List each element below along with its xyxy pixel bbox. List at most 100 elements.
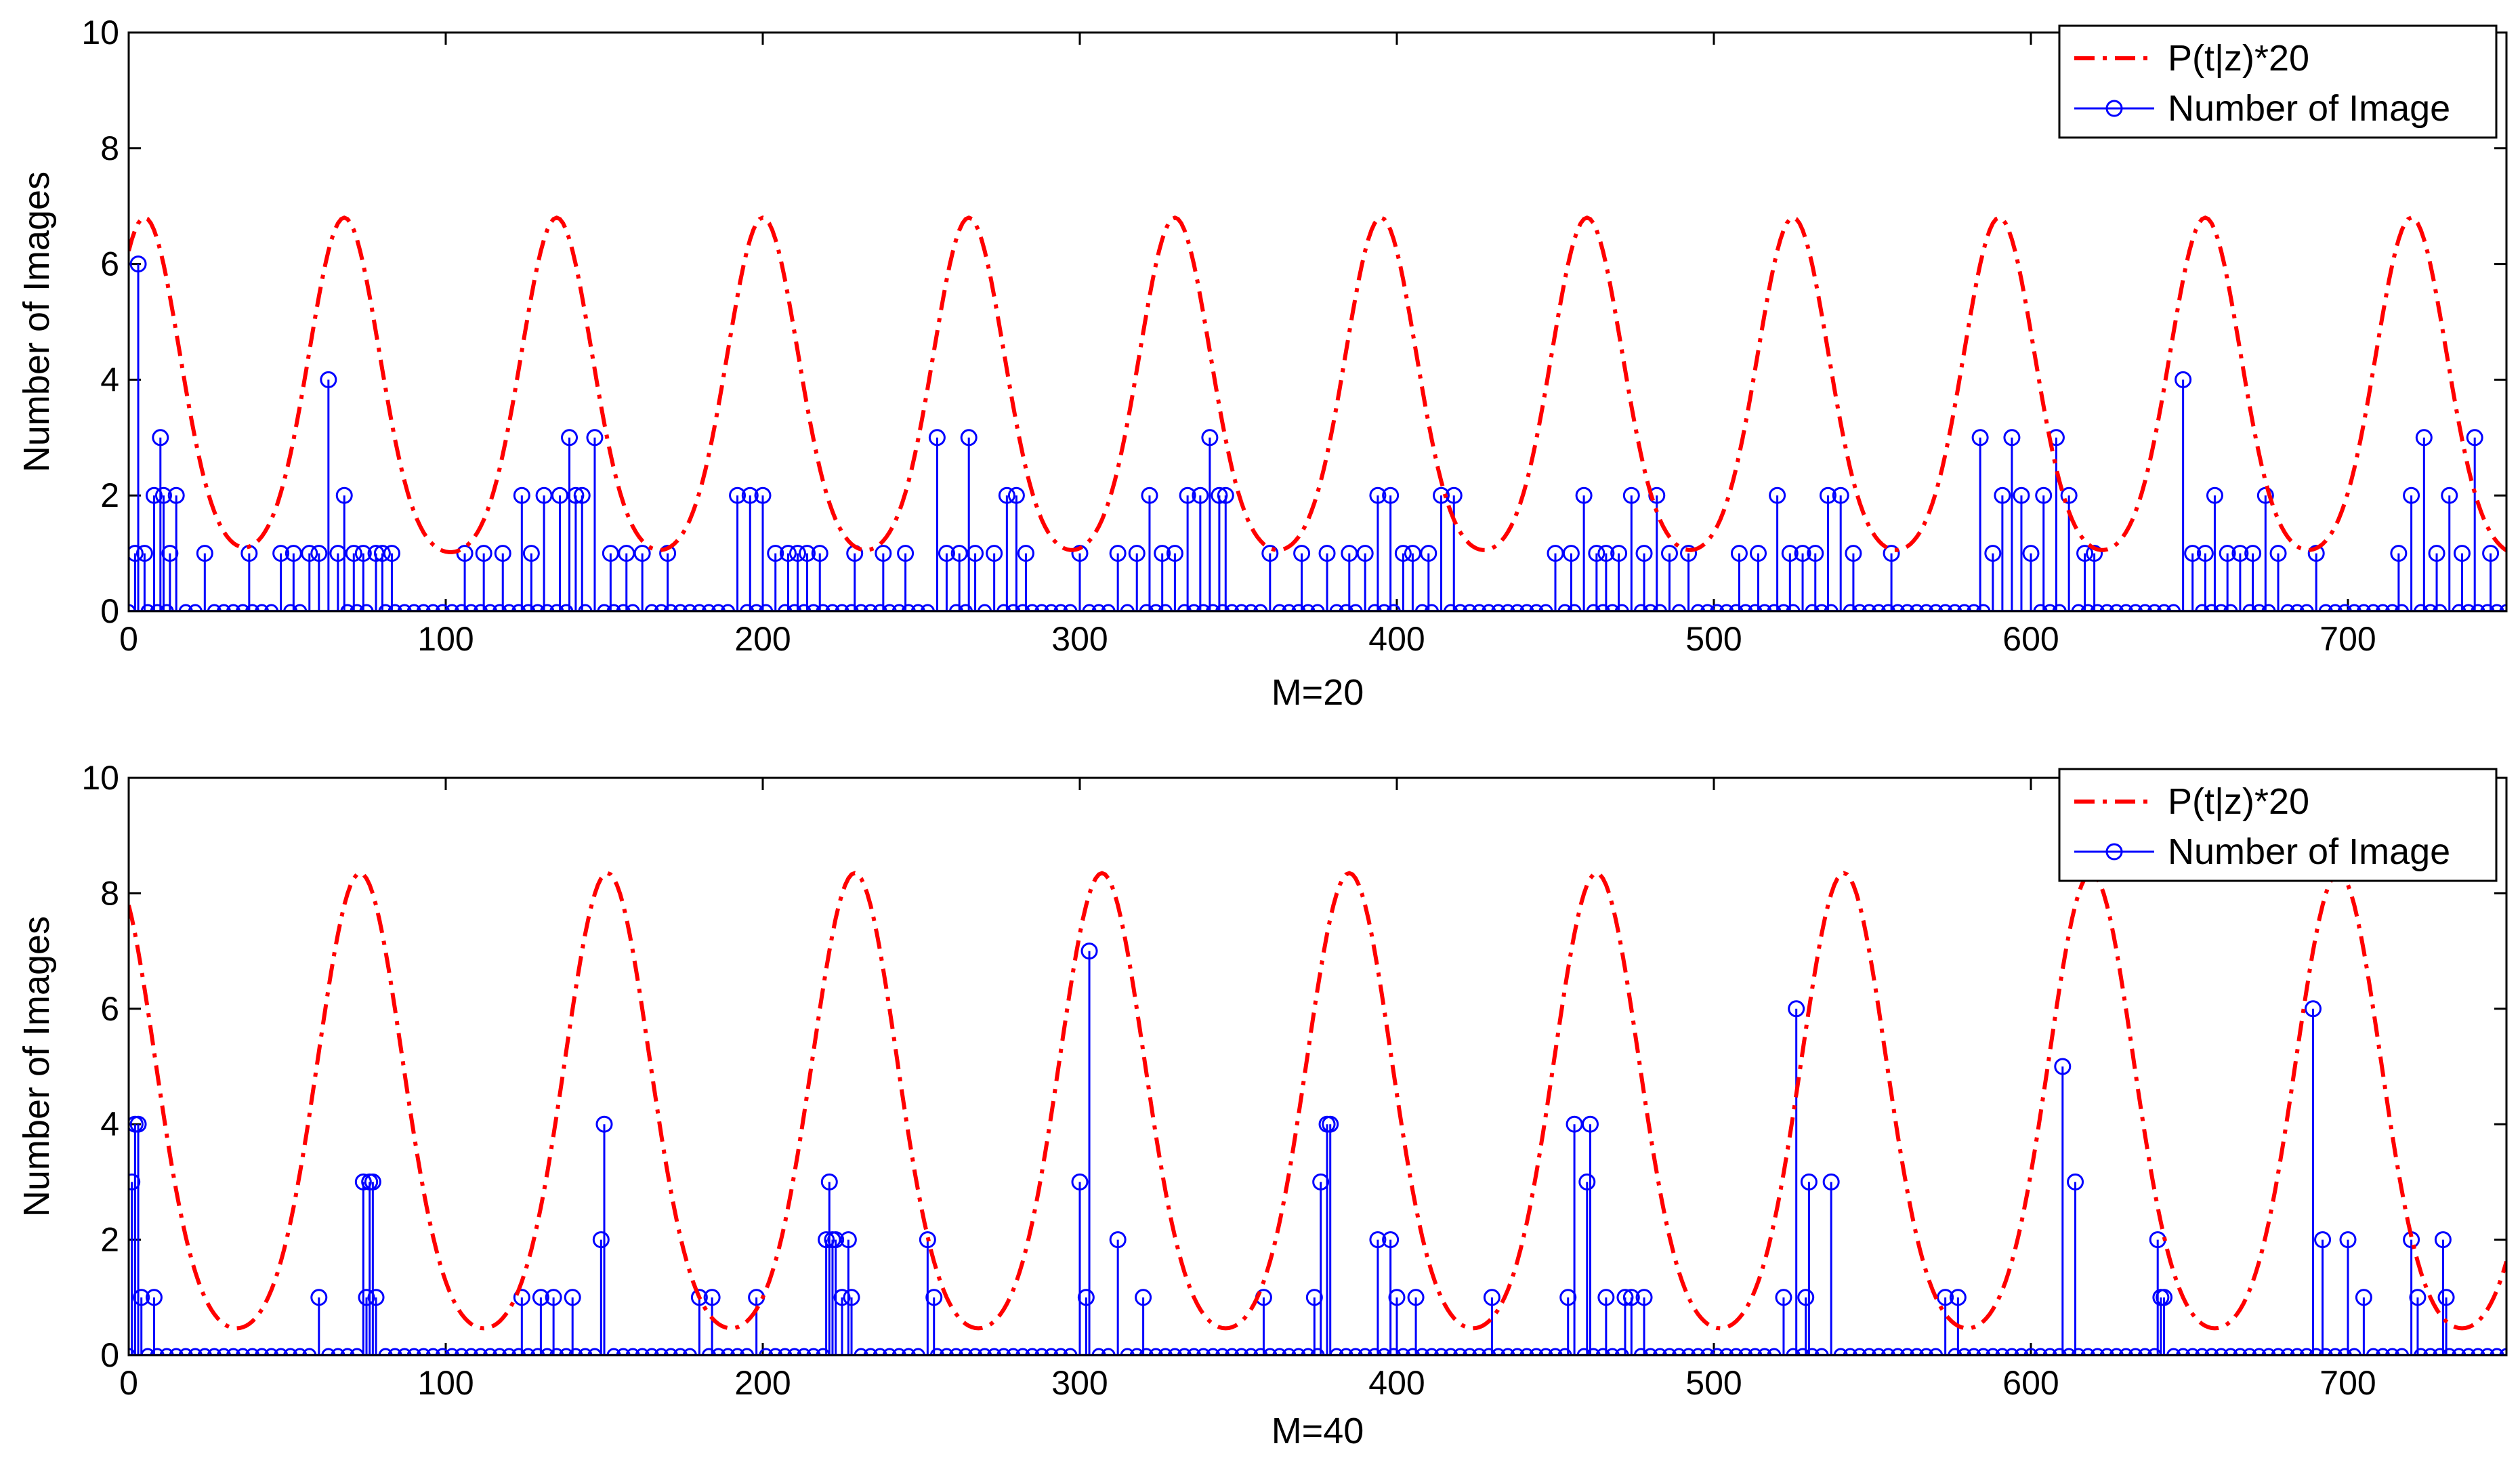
x-tick-label: 600 xyxy=(2002,1364,2059,1402)
stem-marker xyxy=(1949,1289,1967,1306)
stem-marker xyxy=(383,545,400,562)
stem-marker xyxy=(1635,545,1653,562)
zero-marker xyxy=(1101,604,1116,611)
zero-marker xyxy=(331,1348,345,1355)
zero-marker xyxy=(2452,1348,2466,1355)
zero-marker xyxy=(825,604,840,611)
zero-marker xyxy=(663,604,678,611)
zero-marker xyxy=(1025,604,1040,611)
zero-marker xyxy=(901,604,916,611)
zero-marker xyxy=(2071,604,2086,611)
zero-marker xyxy=(2461,1348,2476,1355)
zero-marker xyxy=(397,604,412,611)
zero-marker xyxy=(350,1348,364,1355)
zero-marker xyxy=(1548,1348,1563,1355)
zero-marker xyxy=(1719,604,1734,611)
zero-marker xyxy=(1034,604,1049,611)
zero-marker xyxy=(2337,604,2352,611)
zero-marker xyxy=(2242,604,2257,611)
stem-marker xyxy=(1141,486,1158,504)
zero-marker xyxy=(140,1348,155,1355)
zero-marker xyxy=(2099,604,2114,611)
zero-marker xyxy=(226,604,240,611)
stem-marker xyxy=(475,545,492,562)
zero-marker xyxy=(1044,604,1059,611)
stem-marker xyxy=(367,1289,385,1306)
stem-marker xyxy=(1680,545,1698,562)
zero-marker xyxy=(1881,604,1895,611)
zero-marker xyxy=(654,1348,669,1355)
zero-marker xyxy=(463,1348,478,1355)
stem-marker xyxy=(1388,1289,1406,1306)
legend-stem-label: Number of Image xyxy=(2168,831,2450,872)
stem-marker xyxy=(1201,429,1219,447)
zero-marker xyxy=(1082,604,1097,611)
stem-marker xyxy=(2219,545,2236,562)
stem-marker xyxy=(2054,1058,2072,1075)
x-tick-label: 100 xyxy=(417,620,474,658)
axes-frame xyxy=(127,776,2508,1356)
stem-marker xyxy=(1261,545,1279,562)
top-panel: 0 100 200 300 400 500 600 700 0 2 4 6 8 10 M=20 Number … xyxy=(16,14,2508,713)
stem-marker xyxy=(1369,486,1387,504)
zero-marker xyxy=(1652,604,1667,611)
zero-marker xyxy=(159,1348,174,1355)
stem-marker xyxy=(1080,942,1098,960)
zero-marker xyxy=(721,604,736,611)
stem-marker xyxy=(1407,1289,1425,1306)
stem-marker xyxy=(2067,1173,2084,1190)
zero-marker xyxy=(1899,1348,1914,1355)
zero-marker xyxy=(2423,1348,2438,1355)
stem-marker xyxy=(1318,545,1336,562)
zero-marker xyxy=(644,1348,659,1355)
plot-data xyxy=(129,871,2506,1355)
zero-marker xyxy=(1348,604,1363,611)
zero-marker xyxy=(806,1348,821,1355)
zero-marker xyxy=(1414,1348,1429,1355)
zero-marker xyxy=(2042,1348,2057,1355)
zero-marker xyxy=(169,1348,184,1355)
zero-marker xyxy=(1633,1348,1648,1355)
stem-marker xyxy=(2466,429,2483,447)
stem-marker xyxy=(986,545,1003,562)
zero-marker xyxy=(159,604,174,611)
zero-marker xyxy=(1700,604,1715,611)
stem-marker xyxy=(1356,545,1374,562)
x-tick-label: 300 xyxy=(1051,1364,1108,1402)
zero-marker xyxy=(2099,1348,2114,1355)
stem-marker xyxy=(1559,1289,1577,1306)
stem-marker xyxy=(767,545,784,562)
zero-marker xyxy=(1595,1348,1610,1355)
zero-marker xyxy=(2052,604,2067,611)
zero-marker xyxy=(454,1348,469,1355)
x-tick-label: 400 xyxy=(1368,1364,1425,1402)
zero-marker xyxy=(1738,1348,1753,1355)
zero-marker xyxy=(854,1348,868,1355)
stem-marker xyxy=(1622,1289,1640,1306)
stem-marker xyxy=(1128,545,1146,562)
stem-marker xyxy=(1581,1115,1599,1133)
zero-marker xyxy=(1957,1348,1972,1355)
y-tick-label: 10 xyxy=(81,14,119,51)
stem-marker xyxy=(1971,429,1989,447)
zero-marker xyxy=(2061,1348,2076,1355)
stem-marker xyxy=(1420,545,1437,562)
zero-marker xyxy=(1206,1348,1221,1355)
zero-marker xyxy=(1786,604,1801,611)
y-tick-label: 8 xyxy=(100,129,119,167)
zero-marker xyxy=(2480,1348,2495,1355)
y-tick-label: 2 xyxy=(100,1221,119,1259)
stem-marker xyxy=(1077,1289,1095,1306)
zero-marker xyxy=(255,1348,270,1355)
stem-marker xyxy=(2022,545,2040,562)
zero-marker xyxy=(1301,1348,1316,1355)
stem-marker xyxy=(564,1289,581,1306)
zero-marker xyxy=(188,604,203,611)
zero-marker xyxy=(2052,1348,2067,1355)
zero-marker xyxy=(1329,1348,1344,1355)
zero-marker xyxy=(1605,1348,1620,1355)
stem-marker xyxy=(354,1173,372,1190)
stem-marker xyxy=(729,486,747,504)
zero-marker xyxy=(1691,604,1706,611)
zero-marker xyxy=(882,1348,897,1355)
